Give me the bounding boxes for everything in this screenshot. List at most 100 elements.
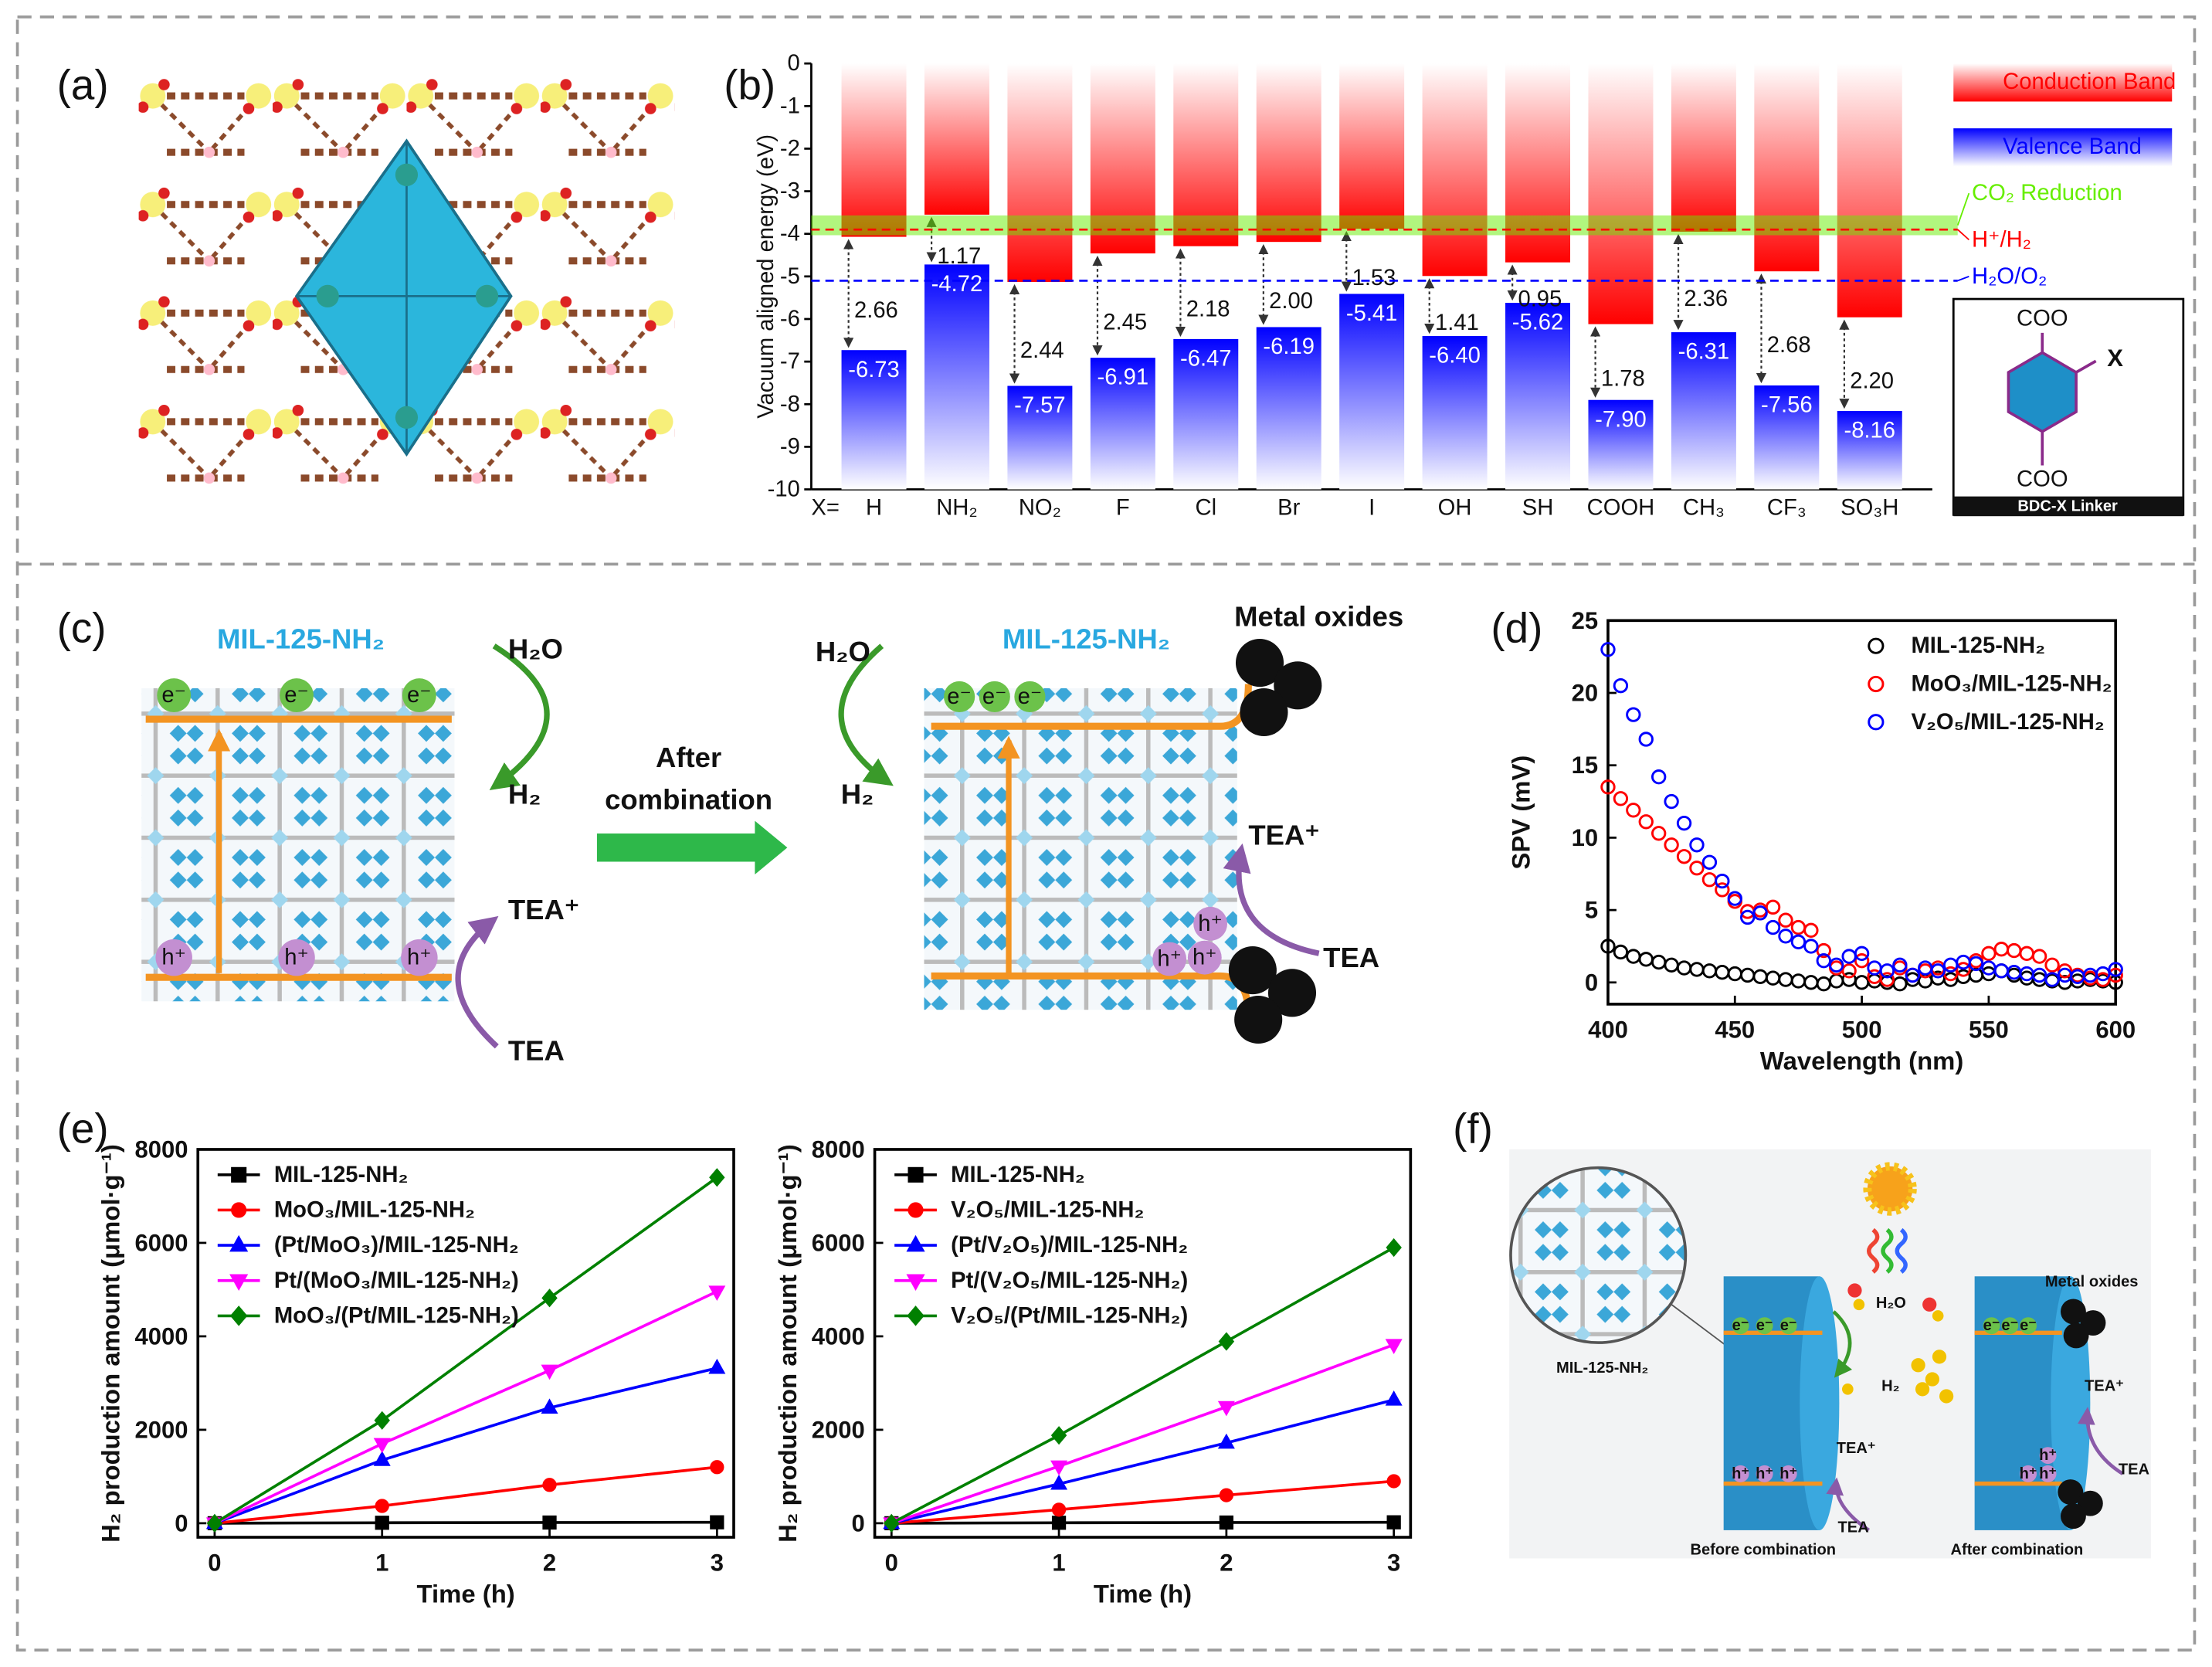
oxidation-arrow: [1826, 1477, 1870, 1532]
data-point: [1765, 919, 1781, 935]
electron: [2020, 1317, 2037, 1335]
hole: [401, 939, 438, 976]
reactant: TEA: [1323, 942, 1379, 973]
legend-label: Valence Band: [2003, 134, 2142, 159]
water-molecule: [1853, 1299, 1865, 1311]
particle: [2058, 1479, 2084, 1506]
band-gap-label: 0.95: [1518, 287, 1562, 312]
data-point: [1778, 972, 1793, 987]
panel-label: (a): [57, 61, 109, 109]
data-point: [1386, 1238, 1402, 1258]
legend-swatch: [1953, 128, 2173, 167]
data-point: [2044, 957, 2060, 973]
data-point: [1676, 960, 1692, 976]
electron: [1756, 1317, 1773, 1335]
metal-oxides-label: Metal oxides: [1234, 600, 1403, 632]
reduction-arrow: [1832, 1310, 1853, 1378]
y-tick-label: -3: [780, 179, 800, 204]
x-tick-label: OH: [1438, 495, 1472, 520]
data-point: [1651, 826, 1667, 841]
data-point: [1715, 873, 1730, 889]
series-line: [891, 1398, 1395, 1525]
data-point: [1638, 952, 1654, 967]
data-point: [1664, 793, 1679, 810]
legend-marker: [908, 1166, 924, 1183]
data-point: [1050, 1474, 1068, 1490]
band-gap-label: 2.68: [1767, 333, 1811, 358]
data-point: [1051, 1516, 1067, 1530]
data-point: [1790, 934, 1807, 950]
hydrogen-molecule: [1925, 1372, 1939, 1387]
data-point: [1981, 946, 1997, 962]
band-gap-label: 2.36: [1684, 287, 1728, 311]
oxidation-arrow: [455, 915, 499, 1049]
data-point: [1930, 963, 1946, 979]
band-gap-label: 2.66: [854, 298, 898, 323]
y-tick-label: -2: [780, 136, 800, 161]
y-axis-label: Vacuum aligned energy (eV): [754, 134, 779, 419]
data-point: [1676, 815, 1692, 831]
hole-label: h⁺: [1756, 1465, 1773, 1482]
electron-label: e⁻: [2020, 1317, 2037, 1334]
electron: [944, 681, 975, 712]
valence-value-label: -7.57: [1014, 393, 1066, 418]
data-point: [2044, 972, 2060, 987]
hole: [1779, 1465, 1797, 1482]
legend-label: Conduction Band: [2003, 70, 2176, 94]
data-point: [1651, 954, 1667, 970]
data-point: [1051, 1502, 1067, 1517]
y-tick-label: -8: [780, 392, 800, 416]
series-line: [214, 1367, 718, 1525]
electron: [402, 678, 436, 712]
valence-band-bar: [1422, 336, 1488, 490]
valence-value-label: -6.19: [1263, 334, 1315, 359]
series-line: [213, 1176, 718, 1525]
data-point: [373, 1438, 391, 1454]
data-point: [1219, 1515, 1233, 1530]
inset-substituent: X: [2107, 345, 2123, 372]
x-tick-label: 500: [1842, 1016, 1882, 1043]
data-point: [1752, 969, 1768, 984]
data-point: [1600, 939, 1616, 954]
data-point: [1968, 956, 1984, 972]
x-tick-label: 1: [375, 1549, 388, 1576]
legend-label: (Pt/V₂O₅)/MIL-125-NH₂: [951, 1233, 1188, 1258]
data-point: [1765, 899, 1781, 915]
y-tick-label: 2000: [812, 1416, 865, 1443]
electron-label: e⁻: [407, 683, 432, 708]
band-gap-label: 1.78: [1601, 367, 1645, 392]
series-line: [214, 1290, 718, 1525]
electron: [979, 681, 1010, 712]
transition-arrow: [596, 820, 788, 874]
legend-label: MIL-125-NH₂: [1911, 633, 2045, 658]
electron-label: e⁻: [1756, 1317, 1773, 1334]
hole: [2020, 1465, 2037, 1482]
y-tick-label: -9: [780, 434, 800, 459]
data-point: [1829, 957, 1844, 973]
y-tick-label: -7: [780, 349, 800, 374]
data-point: [1765, 970, 1781, 986]
legend-marker: [229, 1234, 249, 1252]
y-tick-label: 0: [1585, 969, 1598, 996]
product: H₂: [841, 778, 874, 810]
particle: [1228, 946, 1277, 995]
reactant: H₂O: [816, 636, 870, 667]
data-point: [1664, 837, 1679, 853]
legend-label: MoO₃/MIL-125-NH₂: [274, 1197, 475, 1222]
y-tick-label: 5: [1585, 897, 1598, 924]
data-point: [541, 1288, 558, 1308]
electron: [157, 678, 192, 712]
data-point: [206, 1513, 223, 1533]
data-point: [1701, 872, 1718, 888]
oxidation-arrow: [1223, 843, 1320, 956]
reference-label: CO₂ Reduction: [1972, 181, 2122, 205]
legend-marker: [906, 1274, 925, 1292]
data-point: [1993, 963, 2010, 979]
data-point: [2057, 963, 2073, 979]
conduction-band-bar: [1422, 63, 1488, 277]
y-tick-label: 25: [1572, 607, 1599, 634]
water-label: H₂O: [1876, 1295, 1906, 1312]
data-point: [1676, 849, 1692, 864]
x-tick-label: SH: [1522, 495, 1554, 520]
